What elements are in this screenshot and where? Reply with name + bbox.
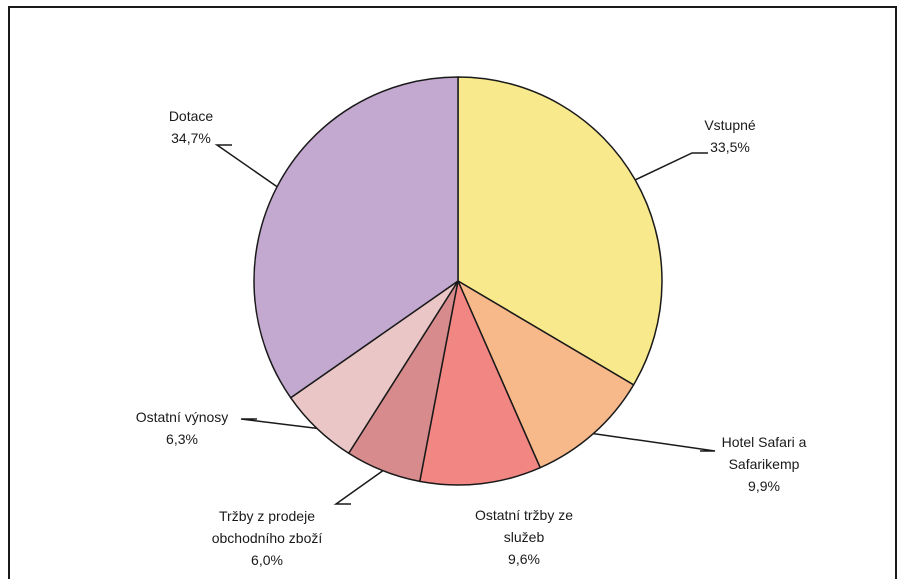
slice-value: 6,0% — [251, 552, 283, 568]
leader-line-1 — [635, 153, 708, 180]
slice-category: Hotel Safari a — [722, 434, 807, 450]
slice-category: Vstupné — [704, 117, 756, 133]
slice-label-3: Ostatní tržby ze služeb 9,6% — [475, 507, 573, 567]
pie-slices — [254, 77, 662, 485]
leader-line-6 — [217, 145, 277, 187]
slice-value: 34,7% — [171, 130, 211, 146]
slice-category: Ostatní tržby ze — [475, 507, 573, 523]
slice-category: Dotace — [169, 108, 214, 124]
slice-label-6: Dotace 34,7% — [169, 108, 214, 146]
slice-category: Ostatní výnosy — [136, 409, 229, 425]
slice-category: obchodního zboží — [212, 530, 323, 546]
slice-value: 9,6% — [508, 551, 540, 567]
slice-value: 6,3% — [166, 431, 198, 447]
slice-value: 9,9% — [748, 478, 780, 494]
slice-label-1: Vstupné 33,5% — [704, 117, 756, 155]
slice-category: Safarikemp — [729, 456, 800, 472]
slice-category: služeb — [504, 529, 545, 545]
leader-line-4 — [336, 471, 383, 504]
leader-line-5 — [241, 419, 317, 428]
slice-label-5: Ostatní výnosy 6,3% — [136, 409, 229, 447]
leader-line-2 — [593, 434, 715, 451]
slice-label-4: Tržby z prodeje obchodního zboží 6,0% — [212, 508, 323, 568]
slice-category: Tržby z prodeje — [219, 508, 315, 524]
slice-label-2: Hotel Safari a Safarikemp 9,9% — [722, 434, 807, 494]
slice-value: 33,5% — [710, 139, 750, 155]
